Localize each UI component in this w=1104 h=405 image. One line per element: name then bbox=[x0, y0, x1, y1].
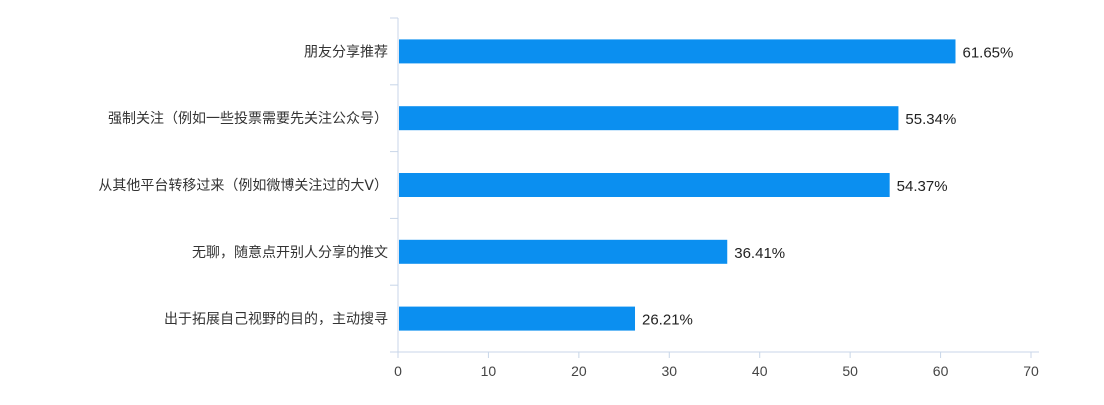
category-label: 朋友分享推荐 bbox=[304, 43, 388, 60]
labels-group: 0 10 20 30 40 50 60 70 朋友分享推荐 61.65% 强制关注（例如一些投票需要… bbox=[98, 43, 1039, 379]
x-tick-label: 60 bbox=[933, 363, 949, 379]
x-tick-label: 30 bbox=[661, 363, 677, 379]
x-tick-label: 0 bbox=[394, 363, 402, 379]
value-label: 36.41% bbox=[734, 245, 785, 262]
x-tick-label: 40 bbox=[752, 363, 768, 379]
bar bbox=[399, 306, 636, 331]
axes-group bbox=[390, 17, 1039, 358]
category-label: 出于拓展自己视野的目的，主动搜寻 bbox=[164, 312, 388, 328]
x-tick-label: 50 bbox=[842, 363, 858, 379]
x-tick-label: 70 bbox=[1023, 363, 1039, 379]
category-label: 强制关注（例如一些投票需要先关注公众号） bbox=[108, 111, 388, 127]
x-tick-label: 10 bbox=[481, 363, 497, 379]
value-label: 55.34% bbox=[905, 111, 956, 128]
value-label: 26.21% bbox=[642, 312, 693, 329]
bar bbox=[399, 106, 899, 131]
value-label: 61.65% bbox=[962, 44, 1013, 61]
bar bbox=[399, 173, 890, 197]
category-label: 从其他平台转移过来（例如微博关注过的大V） bbox=[98, 177, 388, 194]
bar bbox=[399, 39, 956, 64]
bar bbox=[399, 239, 728, 264]
bars-group bbox=[399, 39, 956, 331]
value-label: 54.37% bbox=[897, 178, 948, 195]
category-label: 无聊，随意点开别人分享的推文 bbox=[192, 244, 388, 261]
x-tick-label: 20 bbox=[571, 363, 587, 379]
